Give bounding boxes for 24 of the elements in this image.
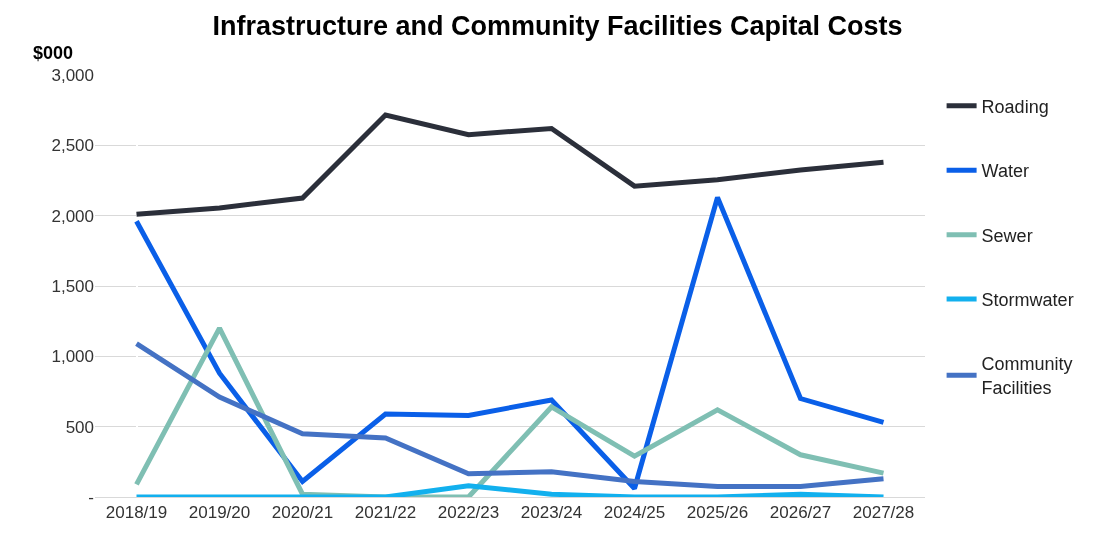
legend-label: Roading (981, 96, 1049, 117)
x-tick-label: 2027/28 (852, 503, 915, 523)
x-tick-label: 2022/23 (437, 503, 500, 523)
x-tick-label: 2026/27 (769, 503, 832, 523)
y-tick-label: 1,000 (51, 347, 94, 367)
x-tick-label: 2020/21 (271, 503, 334, 523)
y-tick-label: 2,000 (51, 206, 94, 226)
y-tick-label: 1,500 (51, 276, 94, 296)
legend-label: Sewer (981, 225, 1033, 246)
legend-label: Stormwater (981, 290, 1074, 311)
legend-label: Water (981, 161, 1029, 182)
x-tick-label: 2018/19 (105, 503, 168, 523)
y-tick-label: 3,000 (51, 65, 94, 85)
legend-label: Community Facilities (981, 354, 1073, 398)
chart-title: Infrastructure and Community Facilities Capital Costs (212, 11, 903, 42)
x-tick-label: 2024/25 (603, 503, 666, 523)
y-tick-label: 500 (65, 417, 94, 437)
y-tick-label: 2,500 (51, 136, 94, 156)
x-tick-label: 2023/24 (520, 503, 583, 523)
x-tick-label: 2021/22 (354, 503, 417, 523)
y-tick-label: - (88, 487, 94, 507)
x-tick-label: 2025/26 (686, 503, 749, 523)
y-axis-title: $000 (33, 43, 74, 63)
x-tick-label: 2019/20 (188, 503, 251, 523)
